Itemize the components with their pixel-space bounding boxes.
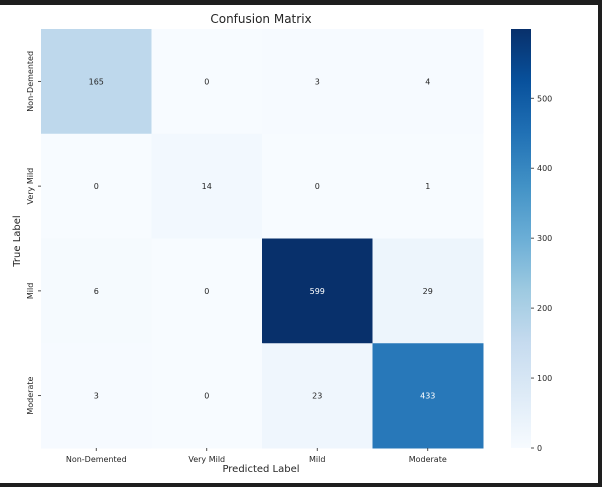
- cell-value-label: 23: [312, 392, 322, 401]
- colorbar-tick-label: 400: [537, 164, 552, 173]
- heatmap-cell: [151, 29, 263, 135]
- figure-canvas: Confusion Matrix 165 0 3 4 0 14 0 1 6 0 599 29 3 0 23 4…: [0, 5, 598, 483]
- cell-value-label: 0: [315, 182, 320, 191]
- heatmap-cell: [372, 343, 484, 449]
- heatmap-cell: [262, 29, 373, 135]
- heatmap-cell: [41, 343, 152, 449]
- y-tick-label: Non-Demented: [26, 51, 35, 112]
- heatmap-cell: [372, 133, 484, 239]
- cell-value-label: 165: [89, 77, 104, 86]
- cell-value-label: 599: [310, 287, 325, 296]
- x-tick-label: Mild: [309, 455, 325, 464]
- cell-value-label: 1: [425, 182, 430, 191]
- heatmap-cell: [262, 343, 373, 449]
- cell-value-label: 0: [94, 182, 99, 191]
- cell-value-label: 4: [425, 77, 430, 86]
- y-axis-label: True Label: [12, 215, 23, 267]
- cell-value-label: 14: [202, 182, 212, 191]
- heatmap-cell: [262, 133, 373, 239]
- colorbar-tick-label: 300: [537, 234, 552, 243]
- cell-value-label: 433: [420, 392, 435, 401]
- heatmap-cell: [372, 29, 484, 135]
- heatmap-cell: [151, 238, 263, 344]
- y-axis-ticks: Non-Demented Very Mild Mild Moderate: [26, 51, 41, 415]
- cell-value-label: 0: [204, 392, 209, 401]
- heatmap-cell: [372, 238, 484, 344]
- colorbar-tick-label: 100: [537, 374, 552, 383]
- heatmap-cell: [262, 238, 373, 344]
- cell-value-label: 29: [423, 287, 433, 296]
- x-axis-label: Predicted Label: [222, 464, 299, 475]
- heatmap-cells: 165 0 3 4 0 14 0 1 6 0 599 29 3 0 23 433: [41, 29, 484, 449]
- confusion-matrix-chart: Confusion Matrix 165 0 3 4 0 14 0 1 6 0 599 29 3 0 23 4…: [12, 12, 552, 475]
- x-axis-ticks: Non-Demented Very Mild Mild Moderate: [66, 448, 447, 464]
- cell-value-label: 3: [94, 392, 99, 401]
- x-tick-label: Very Mild: [188, 455, 225, 464]
- colorbar-tick-label: 200: [537, 304, 552, 313]
- colorbar-ticks: 0 100 200 300 400 500: [531, 94, 552, 453]
- heatmap-cell: [151, 343, 263, 449]
- cell-value-label: 3: [315, 77, 320, 86]
- colorbar-tick-label: 500: [537, 94, 552, 103]
- y-tick-label: Very Mild: [26, 168, 35, 205]
- x-tick-label: Non-Demented: [66, 455, 127, 464]
- cell-value-label: 0: [204, 77, 209, 86]
- colorbar-tick-label: 0: [537, 444, 542, 453]
- chart-title: Confusion Matrix: [210, 12, 311, 26]
- heatmap-cell: [41, 133, 152, 239]
- heatmap-cell: [41, 29, 152, 135]
- y-tick-label: Moderate: [26, 377, 35, 415]
- cell-value-label: 6: [94, 287, 99, 296]
- heatmap-cell: [151, 133, 263, 239]
- cell-value-label: 0: [204, 287, 209, 296]
- heatmap-cell: [41, 238, 152, 344]
- colorbar: [511, 29, 531, 448]
- x-tick-label: Moderate: [409, 455, 447, 464]
- y-tick-label: Mild: [26, 283, 35, 299]
